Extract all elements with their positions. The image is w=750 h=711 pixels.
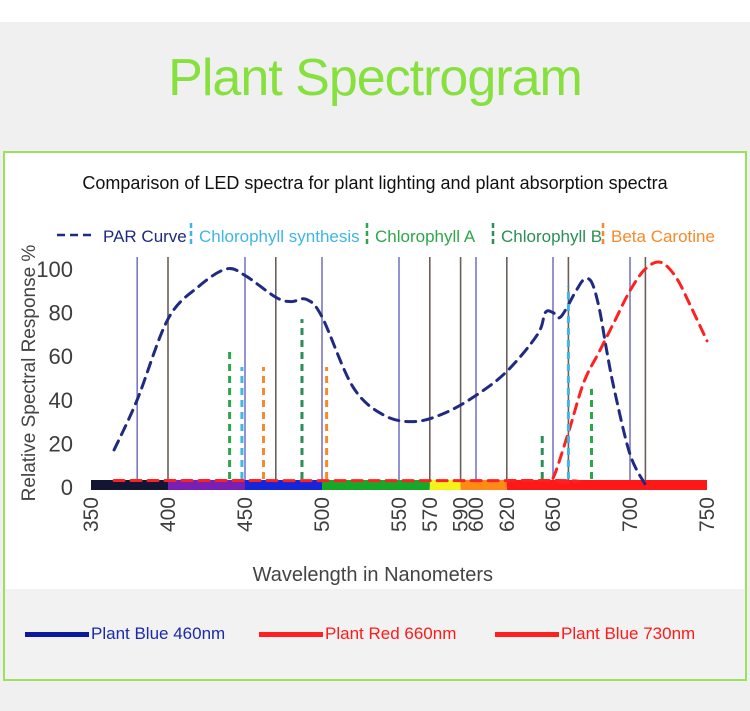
legend-label: Chlorophyll A: [375, 227, 476, 246]
legend-plant-red-730: Plant Blue 730nm: [495, 623, 695, 645]
x-tick-750: 750: [696, 497, 719, 532]
x-tick-500: 500: [311, 497, 334, 532]
chart-legend-item: PAR Curve: [57, 227, 187, 246]
spectrum-segment-450: [245, 480, 322, 490]
legend-label: Chlorophyll synthesis: [199, 227, 360, 246]
y-tick-100: 100: [36, 257, 73, 282]
y-axis-label: Relative Spectral Response %: [19, 245, 40, 502]
spectrum-segment-590: [460, 480, 507, 490]
legend-label: PAR Curve: [103, 227, 187, 246]
legend-label: Beta Carotine: [611, 227, 715, 246]
x-axis-label: Wavelength in Nanometers: [253, 564, 494, 586]
spectrum-segment-570: [429, 480, 461, 490]
y-tick-20: 20: [49, 431, 73, 456]
chart-legend-item: Chlorophyll A: [365, 223, 476, 247]
chart-legend-item: Chlorophyll synthesis: [189, 223, 360, 247]
spectrum-segment-350: [91, 480, 168, 490]
legend-label: Plant Blue 460nm: [91, 624, 226, 643]
legend-swatch-red: [259, 631, 323, 637]
bottom-legend: Plant Blue 460nm Plant Red 660nm Plant B…: [5, 589, 745, 679]
legend-plant-blue-460: Plant Blue 460nm: [25, 623, 225, 645]
legend-swatch-blue: [25, 631, 89, 637]
series-par-curve: [112, 266, 647, 487]
x-tick-650: 650: [542, 497, 565, 532]
x-tick-700: 700: [619, 497, 642, 532]
page-title: Plant Spectrogram: [168, 49, 583, 107]
y-tick-40: 40: [49, 388, 73, 413]
legend-swatch-red: [495, 631, 559, 637]
legend-label: Chlorophyll B: [501, 227, 602, 246]
y-tick-0: 0: [61, 475, 73, 500]
x-tick-590: 590: [450, 497, 473, 532]
x-tick-350: 350: [80, 497, 103, 532]
x-tick-620: 620: [496, 497, 519, 532]
top-strip: [0, 0, 750, 22]
y-tick-60: 60: [49, 344, 73, 369]
x-tick-450: 450: [234, 497, 257, 532]
chart-legend-item: Beta Carotine: [601, 223, 715, 247]
spectrum-segment-500: [322, 480, 430, 490]
spectrum-segment-620: [506, 480, 707, 490]
legend-label: Plant Blue 730nm: [561, 624, 696, 643]
x-tick-400: 400: [157, 497, 180, 532]
x-tick-570: 570: [419, 497, 442, 532]
chart-frame: Comparison of LED spectra for plant ligh…: [3, 151, 747, 681]
chart-legend-item: Chlorophyll B: [491, 223, 602, 247]
spectrum-segment-400: [168, 480, 245, 490]
chart-subtitle: Comparison of LED spectra for plant ligh…: [82, 173, 668, 193]
x-tick-550: 550: [388, 497, 411, 532]
legend-plant-red-660: Plant Red 660nm: [259, 623, 456, 645]
legend-label: Plant Red 660nm: [325, 624, 457, 643]
x-tick-600: 600: [465, 497, 488, 532]
series-plant-red-730nm: [112, 260, 709, 484]
y-tick-80: 80: [49, 301, 73, 326]
